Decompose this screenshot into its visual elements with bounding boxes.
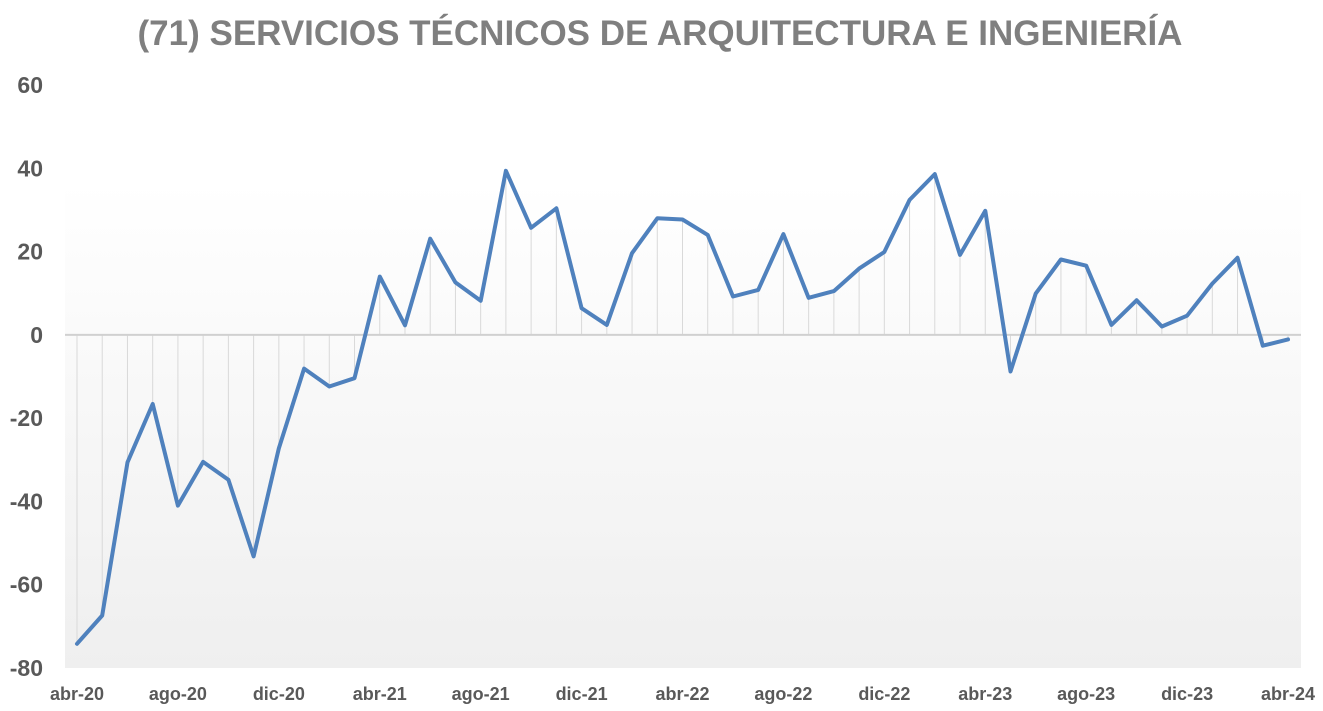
y-tick-label: -20 [10, 405, 43, 431]
drop-lines [76, 170, 1289, 644]
x-tick-label: abr-20 [50, 684, 104, 704]
x-tick-label: ago-23 [1057, 684, 1115, 704]
x-tick-label: dic-21 [556, 684, 608, 704]
y-tick-label: 60 [17, 72, 43, 98]
y-tick-label: 20 [17, 239, 43, 265]
x-tick-label: abr-21 [353, 684, 407, 704]
x-tick-label: dic-22 [858, 684, 910, 704]
x-tick-label: abr-24 [1261, 684, 1315, 704]
x-tick-label: abr-23 [958, 684, 1012, 704]
x-tick-label: ago-20 [149, 684, 207, 704]
x-tick-label: dic-23 [1161, 684, 1213, 704]
x-tick-label: ago-21 [452, 684, 510, 704]
x-tick-label: ago-22 [754, 684, 812, 704]
series-line [75, 168, 1290, 646]
y-tick-label: 40 [17, 155, 43, 181]
y-tick-label: -40 [10, 488, 43, 514]
x-tick-label: dic-20 [253, 684, 305, 704]
x-tick-label: abr-22 [655, 684, 709, 704]
y-tick-label: 0 [30, 322, 43, 348]
y-tick-label: -80 [10, 655, 43, 681]
y-axis: 60 40 20 0 -20 -40 -60 -80 [10, 72, 43, 681]
x-axis: abr-20 ago-20 dic-20 abr-21 ago-21 dic-21 abr-… [50, 684, 1315, 704]
y-tick-label: -60 [10, 572, 43, 598]
chart-title: (71) SERVICIOS TÉCNICOS DE ARQUITECTURA … [137, 14, 1183, 53]
